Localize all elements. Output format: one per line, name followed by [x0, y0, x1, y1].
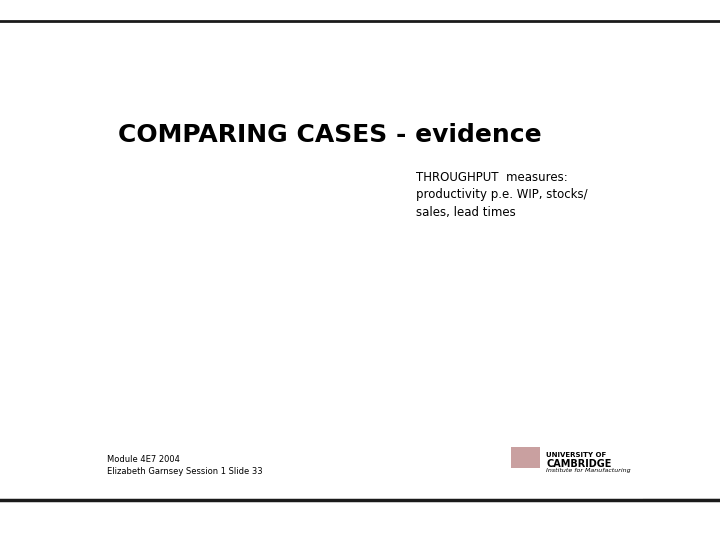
- FancyBboxPatch shape: [511, 447, 540, 468]
- Text: COMPARING CASES - evidence: COMPARING CASES - evidence: [118, 123, 541, 147]
- Text: UNIVERSITY OF: UNIVERSITY OF: [546, 453, 607, 458]
- Text: Institute for Manufacturing: Institute for Manufacturing: [546, 468, 631, 473]
- Text: Module 4E7 2004
Elizabeth Garnsey Session 1 Slide 33: Module 4E7 2004 Elizabeth Garnsey Sessio…: [107, 455, 262, 476]
- Text: THROUGHPUT  measures:
productivity p.e. WIP, stocks/
sales, lead times: THROUGHPUT measures: productivity p.e. W…: [416, 171, 588, 219]
- Text: CAMBRIDGE: CAMBRIDGE: [546, 459, 612, 469]
